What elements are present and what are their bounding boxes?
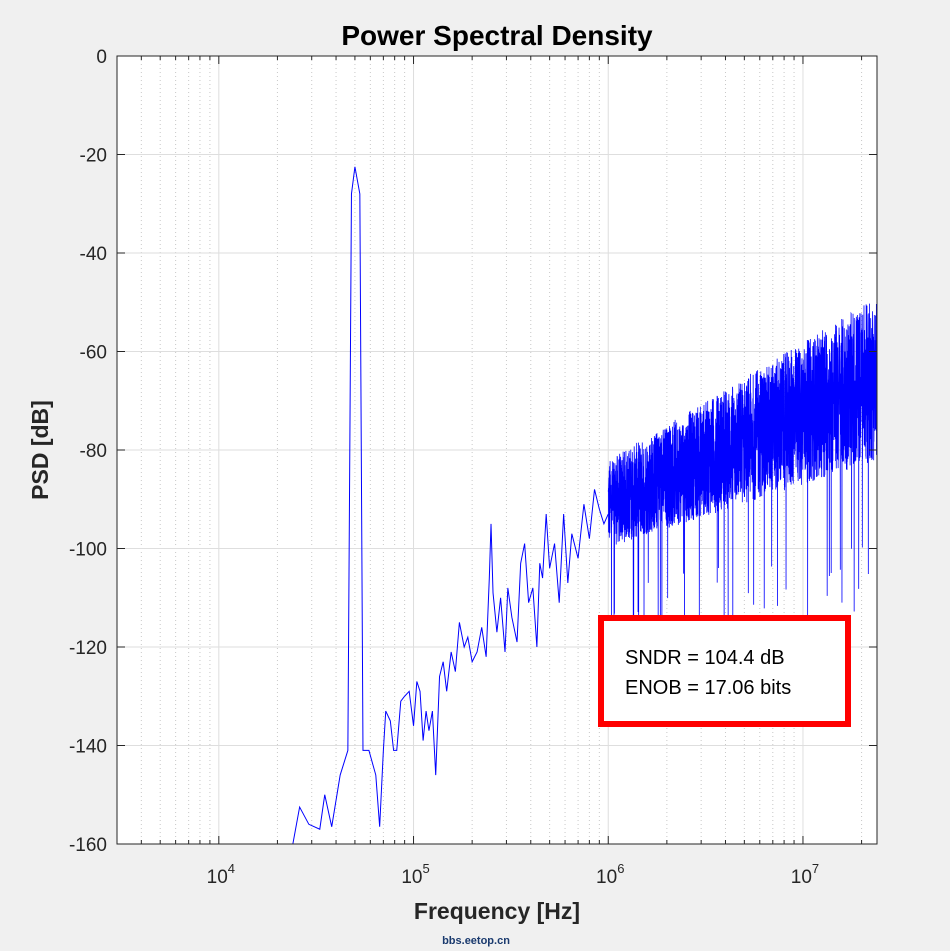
y-tick-label: -120 [69,638,107,659]
psd-noise-band [607,303,877,670]
chart-title: Power Spectral Density [341,20,653,51]
annotation-frame [598,615,851,727]
y-axis-label: PSD [dB] [27,400,53,500]
y-tick-label: -160 [69,835,107,856]
y-tick-label: -20 [80,146,107,167]
x-tick-label: 107 [791,861,819,888]
annotation-enob: ENOB = 17.06 bits [625,677,791,699]
x-tick-label: 106 [596,861,624,888]
watermark: bbs.eetop.cn [442,935,510,947]
y-tick-label: -60 [80,343,107,364]
x-tick-label: 105 [401,861,429,888]
annotation-box: SNDR = 104.4 dB ENOB = 17.06 bits [598,615,851,727]
x-axis-label: Frequency [Hz] [414,898,580,924]
axes: 104 105 106 107 0 -20 -40 -60 -80 -100 -120 -140 -16… [69,47,877,888]
psd-series-line [292,166,609,844]
y-tick-label: -100 [69,540,107,561]
y-tick-label: 0 [96,47,107,68]
annotation-sndr: SNDR = 104.4 dB [625,647,785,669]
x-tick-label: 104 [207,861,235,888]
y-tick-label: -140 [69,737,107,758]
series-layer [292,166,877,844]
y-tick-label: -80 [80,441,107,462]
y-tick-label: -40 [80,244,107,265]
